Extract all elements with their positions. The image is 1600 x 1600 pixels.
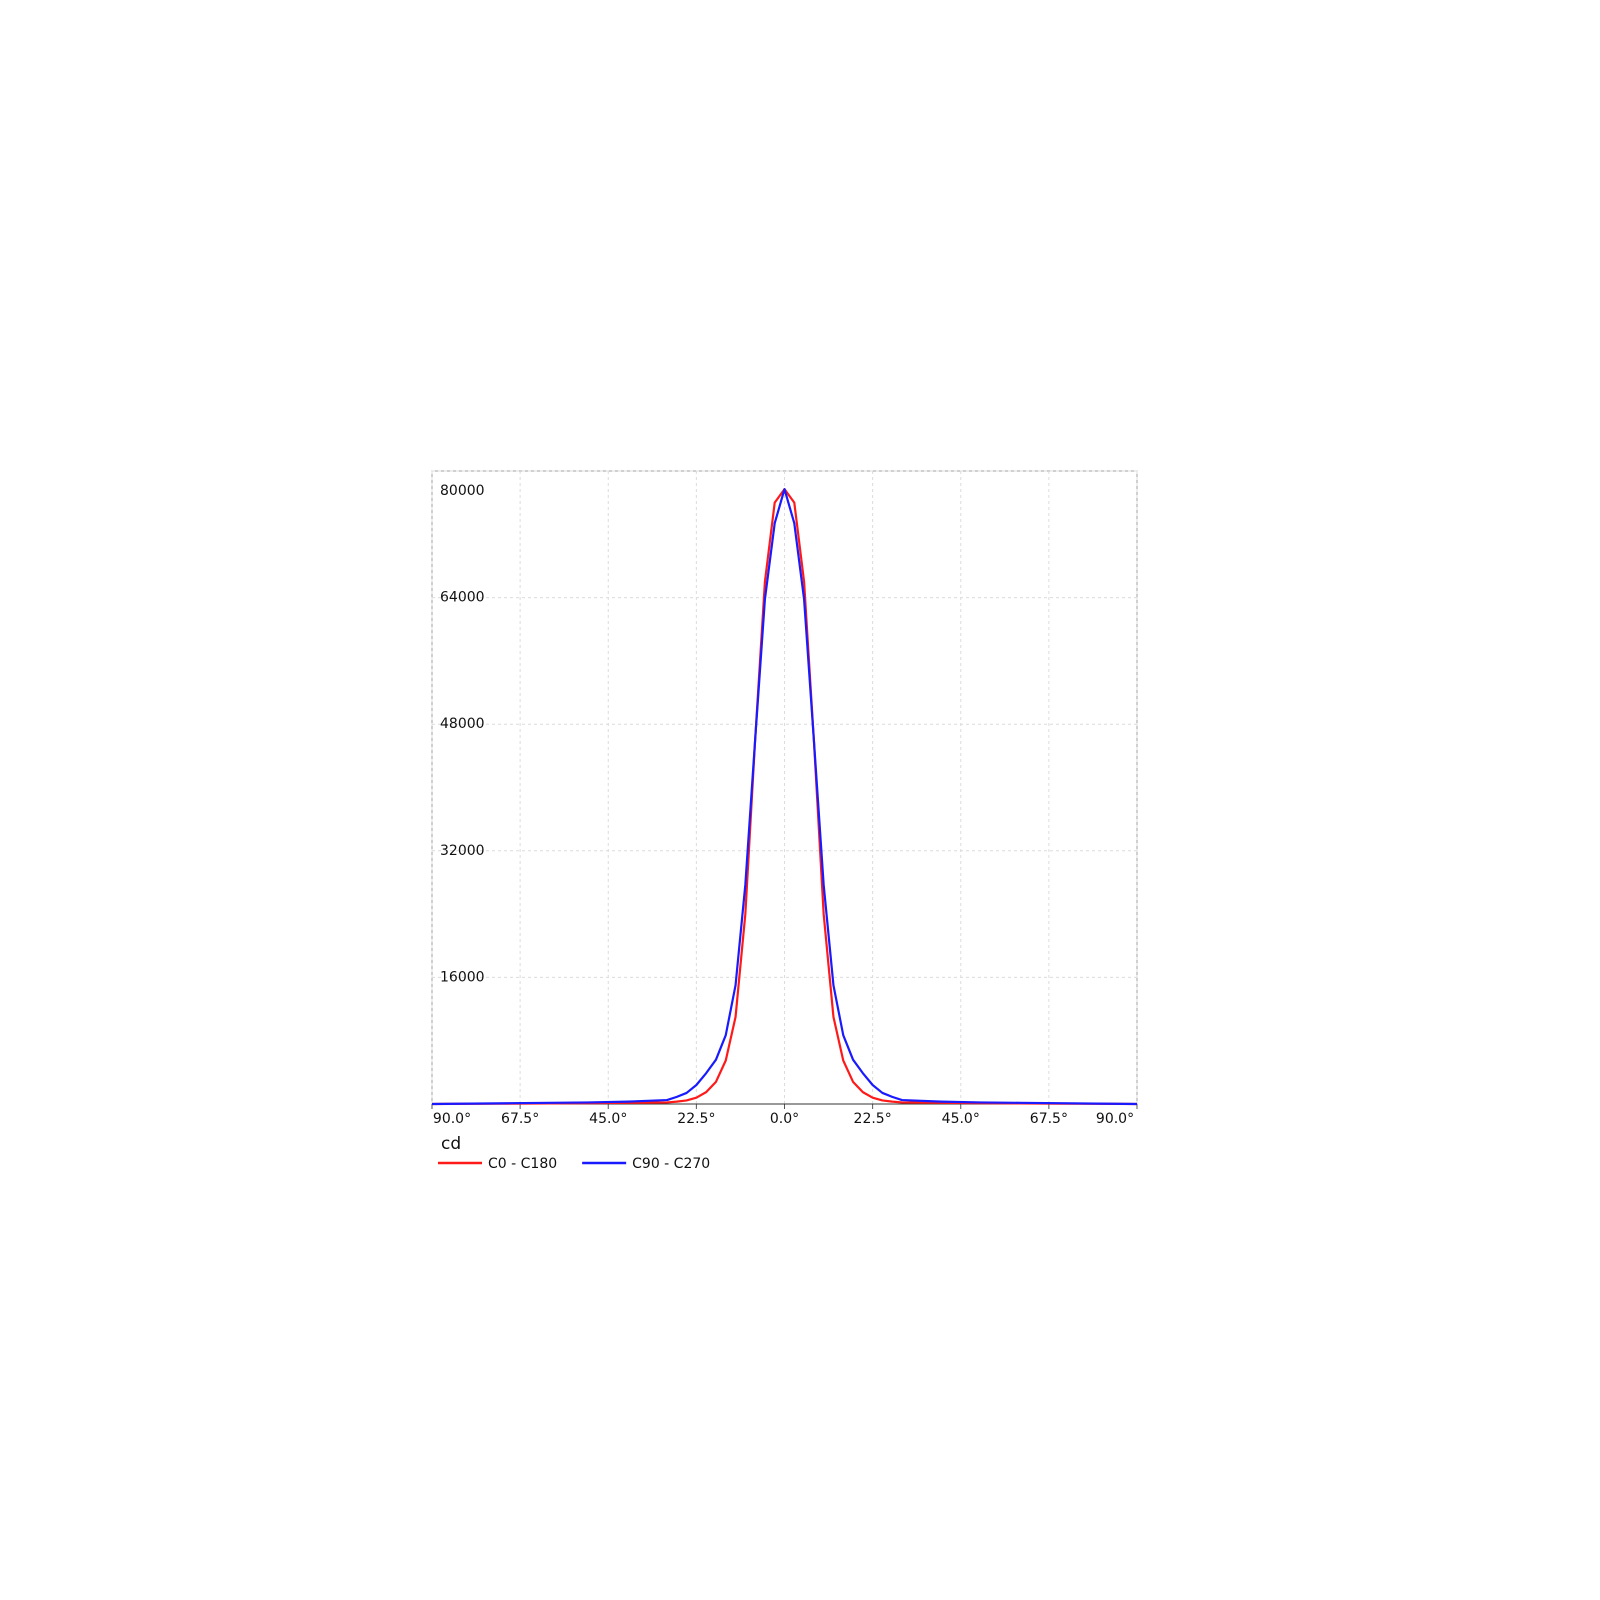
y-tick-label: 80000 [440, 483, 485, 499]
x-tick-label: 45.0° [942, 1111, 980, 1127]
axis-unit-label: cd [441, 1134, 461, 1154]
x-tick-label: 90.0° [433, 1111, 471, 1127]
y-tick-label: 16000 [440, 969, 485, 985]
x-tick-label: 22.5° [854, 1111, 892, 1127]
x-tick-label: 22.5° [677, 1111, 715, 1127]
y-tick-label: 32000 [440, 843, 485, 859]
legend-label: C90 - C270 [632, 1156, 710, 1172]
x-tick-label: 0.0° [770, 1111, 799, 1127]
y-tick-label: 64000 [440, 590, 485, 606]
x-tick-label: 67.5° [1030, 1111, 1068, 1127]
plot-area [431, 470, 1138, 1105]
x-tick-label: 67.5° [501, 1111, 539, 1127]
line-series [431, 488, 1138, 1106]
x-tick-label: 90.0° [1096, 1111, 1134, 1127]
y-tick-label: 48000 [440, 716, 485, 732]
x-tick-label: 45.0° [589, 1111, 627, 1127]
legend-label: C0 - C180 [488, 1156, 557, 1172]
